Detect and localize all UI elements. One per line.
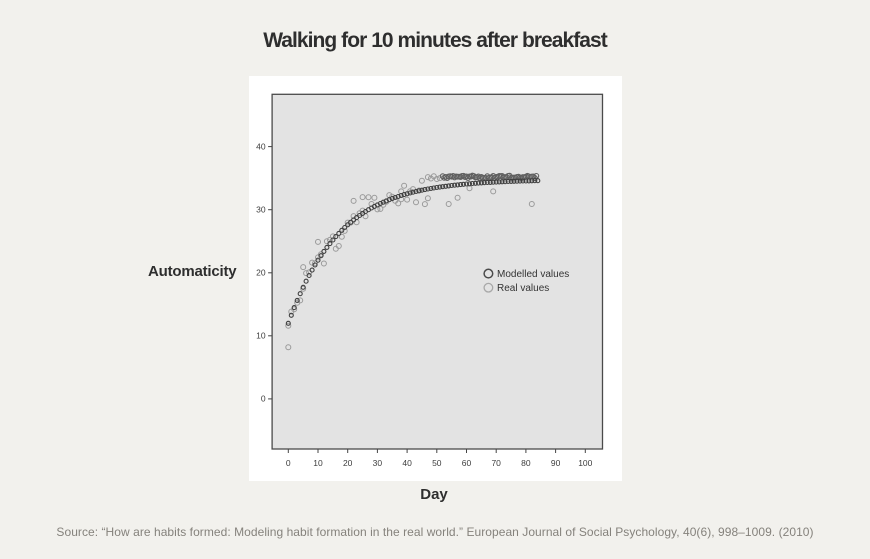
svg-text:100: 100 (578, 458, 592, 468)
svg-text:40: 40 (402, 458, 412, 468)
svg-text:30: 30 (373, 458, 383, 468)
svg-text:40: 40 (256, 141, 266, 151)
svg-text:Real values: Real values (497, 283, 549, 294)
svg-text:Modelled values: Modelled values (497, 269, 569, 280)
svg-text:10: 10 (313, 458, 323, 468)
svg-text:80: 80 (521, 458, 531, 468)
svg-text:10: 10 (256, 331, 266, 341)
svg-text:50: 50 (432, 458, 442, 468)
svg-text:20: 20 (256, 268, 266, 278)
svg-text:0: 0 (286, 458, 291, 468)
svg-text:70: 70 (491, 458, 501, 468)
svg-text:30: 30 (256, 205, 266, 215)
svg-text:0: 0 (261, 394, 266, 404)
svg-text:90: 90 (551, 458, 561, 468)
svg-text:20: 20 (343, 458, 353, 468)
svg-text:60: 60 (462, 458, 472, 468)
